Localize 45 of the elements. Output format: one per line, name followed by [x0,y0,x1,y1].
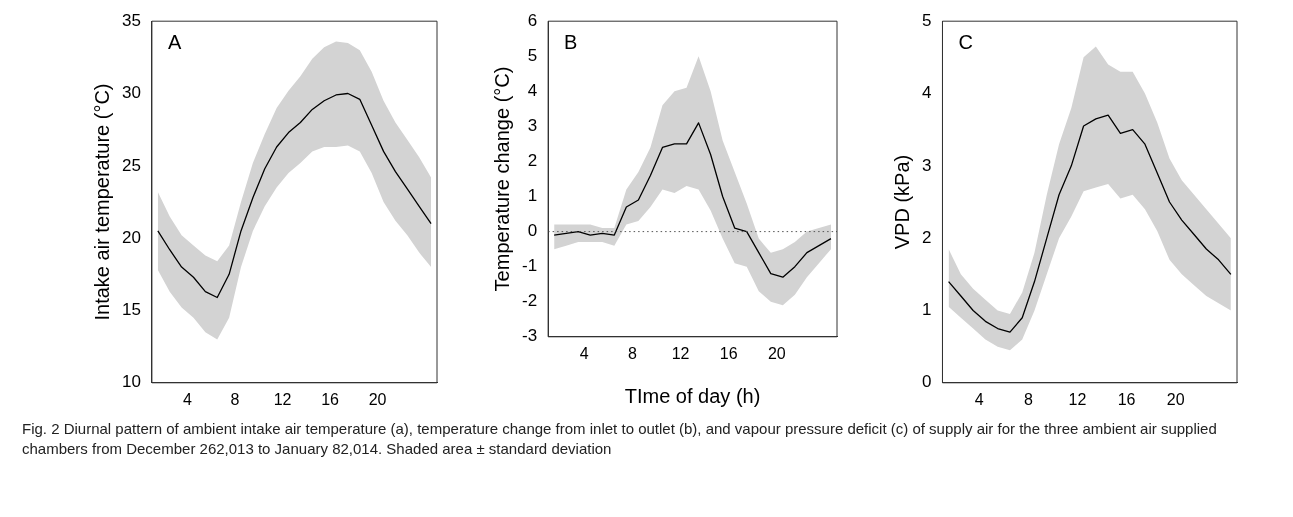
x-tick-label: 20 [1166,390,1185,408]
caption: Fig. 2 Diurnal pattern of ambient intake air temperature (a), temperature change from inlet to outlet (b), and vapour pressure deficit (c) of supply air for the three ambient air supplied chambers from December 262,013 to January 82,014. Shaded area ± standard deviation [21,419,1218,460]
y-tick-label: 20 [121,227,141,247]
y-tick-label: 35 [121,10,141,30]
y-tick-label: 5 [921,10,931,30]
y-tick-label: 30 [121,83,141,103]
y-tick-label: 3 [527,116,537,136]
y-tick-label: 1 [921,300,931,320]
x-tick-label: 16 [719,344,738,362]
y-tick-label: 0 [527,221,537,241]
x-axis-title: TIme of day (h) [624,384,760,407]
y-tick-label: 10 [121,372,141,392]
y-tick-label: 15 [121,300,141,320]
y-tick-label: 6 [527,10,537,30]
x-tick-label: 8 [1023,390,1033,408]
x-tick-label: 16 [1117,390,1136,408]
annotation: C [957,30,973,53]
x-tick-label: 12 [273,390,292,408]
x-tick-label: 20 [368,390,387,408]
x-tick-label: 4 [974,390,984,408]
x-tick-label: 12 [1068,390,1086,408]
y-axis-title: Intake air temperature (°C) [90,83,113,321]
y-tick-label: 25 [121,155,141,175]
x-tick-label: 4 [182,390,192,408]
annotation: A [167,30,182,53]
y-tick-label: 3 [921,155,931,175]
x-tick-label: 12 [671,344,690,362]
x-tick-label: 8 [627,344,637,362]
y-tick-label: 0 [921,372,931,392]
y-tick-label: 2 [921,227,931,247]
x-tick-label: 4 [579,344,589,362]
y-tick-label: 4 [921,83,931,103]
y-tick-label: -1 [521,256,537,276]
x-tick-label: 20 [767,344,786,362]
y-axis-title: Temperature change (°C) [490,66,513,292]
annotation: B [563,30,577,53]
x-tick-label: 8 [230,390,240,408]
x-tick-label: 16 [320,390,339,408]
y-tick-label: -2 [521,291,537,311]
y-tick-label: 1 [527,186,537,206]
y-tick-label: 4 [527,81,537,101]
y-tick-label: -3 [521,326,537,346]
y-tick-label: 2 [527,151,537,171]
y-tick-label: 5 [527,45,537,65]
y-axis-title: VPD (kPa) [890,154,913,250]
